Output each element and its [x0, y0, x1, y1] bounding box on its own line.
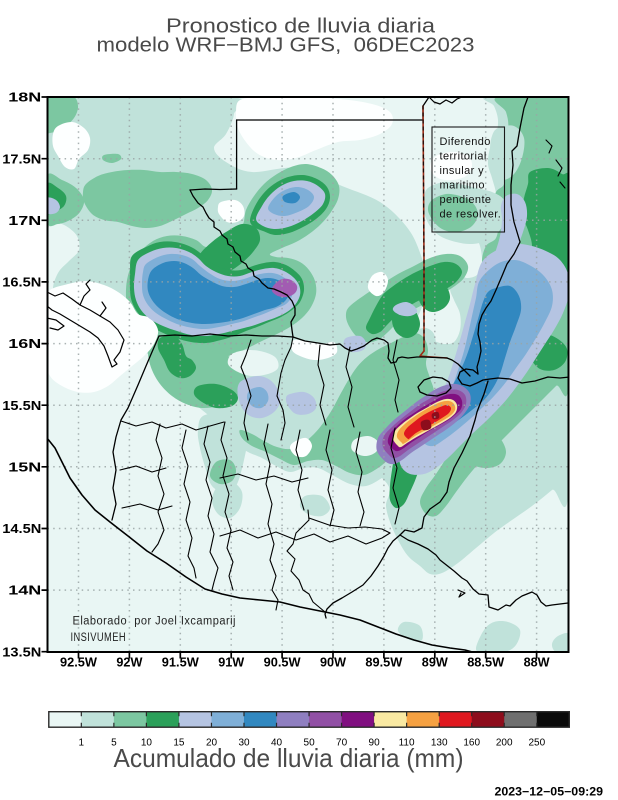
svg-text:Acumulado de lluvia diaria (mm: Acumulado de lluvia diaria (mm)	[114, 743, 464, 773]
svg-text:92W: 92W	[116, 655, 143, 670]
svg-text:17.5N: 17.5N	[2, 151, 41, 166]
svg-text:89W: 89W	[422, 655, 449, 670]
svg-text:88.5W: 88.5W	[467, 655, 505, 670]
svg-text:10: 10	[141, 738, 153, 749]
svg-text:90W: 90W	[320, 655, 347, 670]
svg-text:2023−12−05−09:29: 2023−12−05−09:29	[495, 787, 604, 799]
svg-text:200: 200	[496, 738, 513, 749]
svg-text:13.5N: 13.5N	[2, 644, 41, 659]
svg-text:16.5N: 16.5N	[2, 275, 41, 290]
svg-text:91.5W: 91.5W	[162, 655, 200, 670]
svg-text:70: 70	[336, 738, 348, 749]
svg-text:16N: 16N	[8, 336, 41, 351]
svg-text:250: 250	[528, 738, 545, 749]
svg-text:30: 30	[238, 738, 250, 749]
svg-text:Pronostico de lluvia diaria: Pronostico de lluvia diaria	[166, 16, 436, 38]
svg-text:160: 160	[463, 738, 480, 749]
svg-text:40: 40	[271, 738, 283, 749]
svg-text:1: 1	[79, 738, 85, 749]
svg-text:88W: 88W	[524, 655, 551, 670]
svg-text:territorial: territorial	[440, 151, 487, 163]
svg-text:modelo WRF−BMJ GFS, 06DEC2023: modelo WRF−BMJ GFS, 06DEC2023	[97, 35, 475, 57]
svg-text:91W: 91W	[218, 655, 245, 670]
svg-text:pendiente: pendiente	[440, 194, 492, 206]
svg-text:92.5W: 92.5W	[60, 655, 98, 670]
svg-text:Diferendo: Diferendo	[440, 136, 491, 148]
svg-text:50: 50	[304, 738, 316, 749]
svg-text:89.5W: 89.5W	[365, 655, 403, 670]
svg-text:de resolver.: de resolver.	[440, 209, 502, 221]
svg-text:90.5W: 90.5W	[264, 655, 302, 670]
svg-text:insular y: insular y	[440, 165, 485, 177]
svg-text:17N: 17N	[8, 213, 41, 228]
svg-text:15N: 15N	[8, 459, 41, 474]
svg-text:18N: 18N	[8, 90, 41, 105]
svg-text:130: 130	[431, 738, 448, 749]
svg-text:5: 5	[111, 738, 117, 749]
svg-text:Elaborado por Joel Ixcamparij: Elaborado por Joel Ixcamparij	[73, 616, 237, 628]
svg-text:14.5N: 14.5N	[2, 521, 41, 536]
svg-text:INSIVUMEH: INSIVUMEH	[71, 632, 127, 644]
svg-text:15: 15	[173, 738, 185, 749]
svg-text:20: 20	[206, 738, 218, 749]
svg-text:110: 110	[399, 738, 415, 749]
svg-text:15.5N: 15.5N	[2, 398, 41, 413]
svg-text:90: 90	[369, 738, 381, 749]
svg-text:maritimo: maritimo	[440, 180, 485, 192]
svg-text:14N: 14N	[8, 583, 41, 598]
